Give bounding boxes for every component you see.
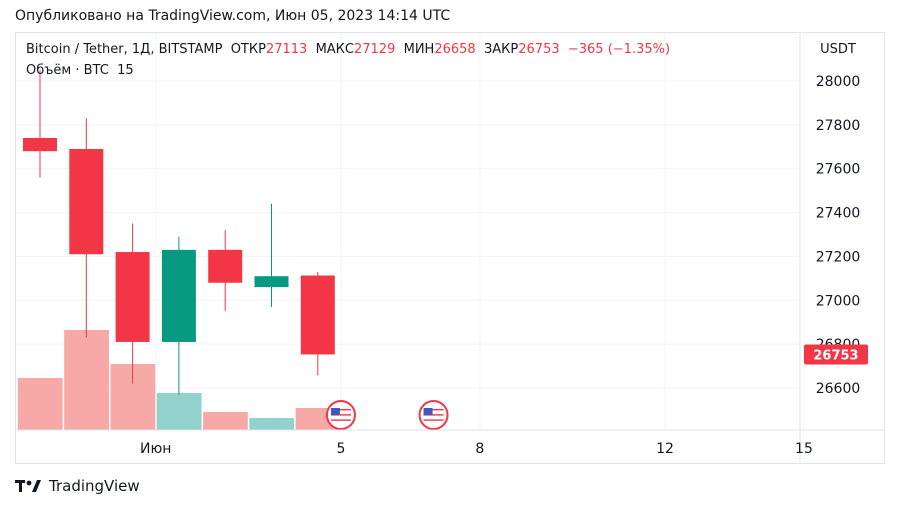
volume-bar xyxy=(249,418,295,430)
legend-high: 27129 xyxy=(353,42,396,57)
y-axis-unit: USDT xyxy=(820,42,856,57)
y-tick-label: 27400 xyxy=(816,206,861,222)
candle-body xyxy=(161,249,196,342)
last-price-label: 26753 xyxy=(813,348,858,363)
flag-stripe xyxy=(423,411,444,413)
legend-open: 27113 xyxy=(265,42,308,57)
candle-body xyxy=(300,275,335,355)
legend-open-label: ОТКР xyxy=(230,42,266,57)
x-tick-label: 12 xyxy=(656,441,674,457)
flag-canton xyxy=(330,408,340,415)
y-tick-label: 27200 xyxy=(816,249,861,265)
flag-canton xyxy=(423,408,433,415)
tradingview-logo[interactable]: TradingView xyxy=(15,476,140,496)
flag-stripe xyxy=(330,416,351,419)
candle-body xyxy=(115,252,150,342)
volume-value: 15 xyxy=(117,63,134,78)
volume-legend: Объём · BTC 15 xyxy=(26,63,134,78)
volume-bar xyxy=(64,330,109,430)
volume-bar xyxy=(203,412,248,430)
y-tick-label: 27800 xyxy=(816,118,861,134)
y-tick-label: 26600 xyxy=(816,381,861,397)
y-tick-label: 27000 xyxy=(816,293,861,309)
legend-low: 26658 xyxy=(434,42,476,57)
candle-body xyxy=(254,276,289,288)
volume-bar xyxy=(17,378,63,430)
published-caption: Опубликовано на TradingView.com, Июн 05,… xyxy=(15,8,451,24)
candle-body xyxy=(69,148,104,255)
legend-low-label: МИН xyxy=(403,42,435,57)
legend-close: 26753 xyxy=(518,42,560,57)
last-price-tag xyxy=(804,344,868,365)
chart-frame xyxy=(15,32,885,464)
flag-stripe xyxy=(330,419,351,421)
flag-stripe xyxy=(330,411,351,413)
candle-body xyxy=(208,249,243,283)
tradingview-wordmark: TradingView xyxy=(49,477,140,495)
volume-bar xyxy=(156,393,202,430)
volume-label: Объём · BTC xyxy=(26,63,109,78)
flag-stripe xyxy=(423,419,444,421)
legend-close-label: ЗАКР xyxy=(483,42,519,57)
y-tick-label: 27600 xyxy=(816,162,861,178)
x-tick-label: 8 xyxy=(475,441,484,457)
flag-stripe xyxy=(423,416,444,419)
flag-stripe xyxy=(330,414,351,416)
tradingview-logo-icon xyxy=(15,480,41,492)
legend-symbol: Bitcoin / Tether, 1Д, BITSTAMP xyxy=(26,42,223,57)
x-tick-label: 15 xyxy=(795,441,813,457)
candle-body xyxy=(23,138,57,152)
flag-stripe xyxy=(423,409,444,411)
flag-stripe xyxy=(330,409,351,411)
y-tick-label: 28000 xyxy=(816,74,861,90)
flag-stripe xyxy=(423,414,444,416)
legend-change: −365 (−1.35%) xyxy=(567,42,671,57)
legend-high-label: МАКС xyxy=(315,42,354,57)
x-tick-label: Июн xyxy=(140,441,171,457)
x-tick-label: 5 xyxy=(336,441,345,457)
chart-legend: Bitcoin / Tether, 1Д, BITSTAMP ОТКР27113… xyxy=(26,42,670,57)
